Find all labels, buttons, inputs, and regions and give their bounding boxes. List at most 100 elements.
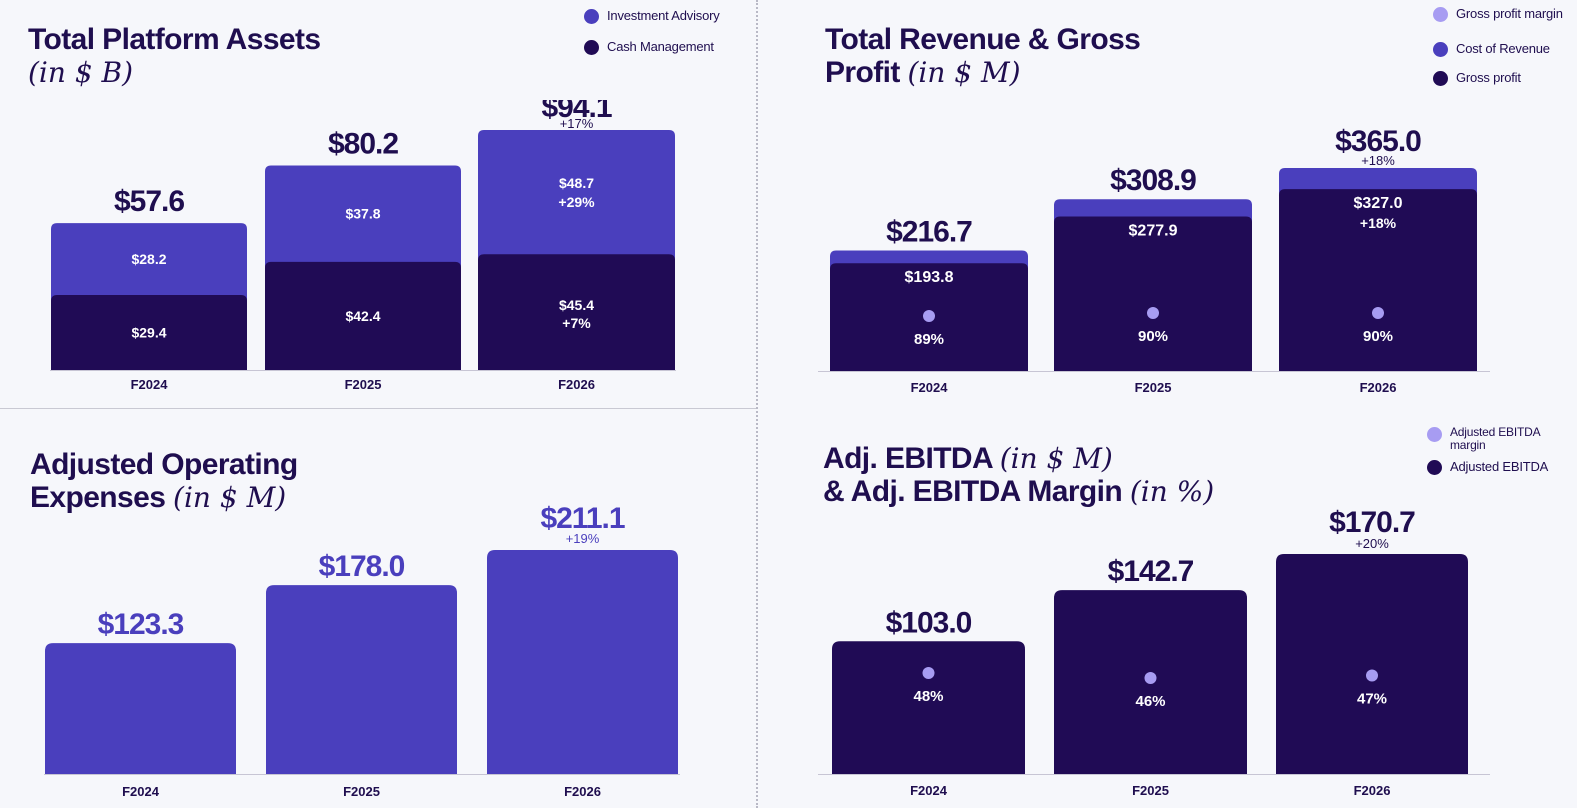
ebitda-title-line2-italic: (in %) bbox=[1129, 475, 1215, 508]
horizontal-divider bbox=[0, 408, 756, 409]
assets-label-cash-management: $45.4 bbox=[559, 297, 594, 313]
legend-swatch-adjusted-ebitda bbox=[1427, 460, 1442, 475]
assets-label-investment-advisory: $48.7 bbox=[559, 175, 594, 191]
legend-label-investment-advisory: Investment Advisory bbox=[607, 8, 720, 23]
assets-title: Total Platform Assets (in $ B) bbox=[28, 23, 321, 89]
ebitda-value-label: $170.7 bbox=[1329, 506, 1415, 539]
opex-chart: F2024 F2025 F2026 $123.3 $178.0 $211.1+19% bbox=[44, 502, 680, 799]
assets-total-label: $57.6 bbox=[114, 185, 184, 218]
legend-label-gross-profit-margin: Gross profit margin bbox=[1456, 6, 1563, 21]
legend-item-cash-management: Cash Management bbox=[584, 40, 720, 55]
revenue-bar-gross-profit bbox=[1054, 216, 1252, 371]
assets-label-cash-management: $42.4 bbox=[345, 308, 380, 324]
opex-growth-label: +19% bbox=[566, 531, 600, 546]
assets-title-bold: Total Platform Assets bbox=[28, 23, 321, 56]
ebitda-margin-label: 47% bbox=[1357, 691, 1387, 708]
assets-chart: F2024 F2025 F2026 $28.2 $29.4 $57.6 $37.8 $42.4… bbox=[50, 100, 676, 392]
assets-label-investment-advisory: $37.8 bbox=[345, 206, 380, 222]
revenue-legend: Gross profit margin Cost of Revenue Gros… bbox=[1433, 7, 1563, 86]
revenue-label-gross-profit: $277.9 bbox=[1129, 222, 1178, 239]
revenue-tick-label: F2026 bbox=[1360, 380, 1397, 395]
opex-bar bbox=[45, 643, 236, 774]
assets-label-cash-management: $29.4 bbox=[131, 325, 166, 341]
assets-bar-cash-management bbox=[51, 295, 247, 370]
ebitda-legend: Adjusted EBITDA margin Adjusted EBITDA bbox=[1427, 426, 1550, 475]
ebitda-chart: F2024 F2025 F2026 48% $103.0 46% $142.7 47% $170… bbox=[818, 506, 1490, 798]
revenue-total-growth: +18% bbox=[1361, 153, 1395, 168]
legend-label-cost-of-revenue: Cost of Revenue bbox=[1456, 41, 1550, 56]
assets-growth-investment-advisory: +29% bbox=[558, 194, 595, 210]
revenue-margin-label: 90% bbox=[1363, 328, 1393, 345]
legend-label-gross-profit: Gross profit bbox=[1456, 70, 1521, 85]
opex-value-label: $123.3 bbox=[98, 608, 184, 641]
revenue-bar-gross-profit bbox=[1279, 189, 1477, 371]
revenue-chart: F2024 F2025 F2026 $193.8 89% $216.7 $277.9 90% $… bbox=[818, 125, 1490, 395]
revenue-total-label: $216.7 bbox=[886, 215, 972, 248]
ebitda-margin-point bbox=[922, 667, 935, 679]
revenue-label-gross-profit: $193.8 bbox=[905, 269, 954, 286]
legend-swatch-adjusted-ebitda-margin bbox=[1427, 427, 1442, 442]
assets-total-label: $94.1 bbox=[541, 100, 611, 124]
assets-total-growth: +17% bbox=[560, 116, 594, 131]
revenue-margin-point bbox=[1147, 307, 1159, 319]
opex-tick-label: F2025 bbox=[343, 784, 380, 799]
revenue-margin-point bbox=[923, 310, 935, 322]
assets-tick-label: F2026 bbox=[558, 377, 595, 392]
ebitda-margin-label: 48% bbox=[913, 688, 943, 705]
opex-value-label: $211.1 bbox=[540, 502, 624, 535]
ebitda-title-line1-italic: (in $ M) bbox=[999, 442, 1113, 475]
assets-total-label: $80.2 bbox=[328, 127, 398, 160]
ebitda-margin-label: 46% bbox=[1135, 693, 1165, 710]
revenue-tick-label: F2025 bbox=[1135, 380, 1172, 395]
opex-title-line1: Adjusted Operating bbox=[30, 448, 298, 481]
revenue-total-label: $308.9 bbox=[1110, 164, 1196, 197]
revenue-margin-label: 90% bbox=[1138, 328, 1168, 345]
legend-item-gross-profit: Gross profit bbox=[1433, 71, 1563, 86]
revenue-label-gross-profit: $327.0 bbox=[1354, 195, 1403, 212]
ebitda-tick-label: F2026 bbox=[1354, 783, 1391, 798]
revenue-total-label: $365.0 bbox=[1335, 125, 1421, 158]
opex-title-line2: Expenses bbox=[30, 481, 166, 514]
opex-bar bbox=[266, 585, 457, 774]
assets-tick-label: F2025 bbox=[345, 377, 382, 392]
revenue-title-line2: Profit bbox=[825, 56, 900, 89]
assets-title-italic: (in $ B) bbox=[28, 56, 134, 89]
vertical-divider bbox=[756, 0, 758, 808]
legend-item-gross-profit-margin: Gross profit margin bbox=[1433, 7, 1563, 22]
legend-label-cash-management: Cash Management bbox=[607, 39, 714, 54]
revenue-margin-label: 89% bbox=[914, 331, 944, 348]
legend-item-adjusted-ebitda-margin: Adjusted EBITDA margin bbox=[1427, 426, 1550, 452]
legend-swatch-cost-of-revenue bbox=[1433, 42, 1448, 57]
ebitda-bar bbox=[1276, 554, 1468, 774]
assets-growth-cash-management: +7% bbox=[562, 315, 591, 331]
assets-tick-label: F2024 bbox=[131, 377, 169, 392]
ebitda-value-label: $103.0 bbox=[886, 606, 972, 639]
legend-swatch-gross-profit bbox=[1433, 71, 1448, 86]
legend-label-adjusted-ebitda-margin: Adjusted EBITDA margin bbox=[1450, 425, 1540, 452]
revenue-title: Total Revenue & Gross Profit (in $ M) bbox=[825, 23, 1141, 89]
assets-bar-cash-management bbox=[478, 254, 675, 370]
ebitda-title-line2: & Adj. EBITDA Margin bbox=[823, 475, 1123, 508]
legend-label-adjusted-ebitda: Adjusted EBITDA bbox=[1450, 459, 1549, 474]
opex-title-italic: (in $ M) bbox=[173, 481, 287, 514]
ebitda-title-line1: Adj. EBITDA bbox=[823, 442, 993, 475]
legend-swatch-cash-management bbox=[584, 40, 599, 55]
legend-item-investment-advisory: Investment Advisory bbox=[584, 9, 720, 24]
revenue-margin-point bbox=[1372, 307, 1384, 319]
legend-swatch-investment-advisory bbox=[584, 9, 599, 24]
assets-bar-cash-management bbox=[265, 261, 461, 370]
revenue-title-line1: Total Revenue & Gross bbox=[825, 23, 1141, 56]
ebitda-value-label: $142.7 bbox=[1108, 555, 1194, 588]
ebitda-tick-label: F2024 bbox=[910, 783, 948, 798]
ebitda-growth-label: +20% bbox=[1355, 536, 1389, 551]
opex-value-label: $178.0 bbox=[319, 550, 405, 583]
legend-item-cost-of-revenue: Cost of Revenue bbox=[1433, 42, 1563, 57]
legend-swatch-gross-profit-margin bbox=[1433, 7, 1448, 22]
ebitda-margin-point bbox=[1366, 669, 1378, 682]
revenue-tick-label: F2024 bbox=[911, 380, 949, 395]
opex-tick-label: F2024 bbox=[122, 784, 160, 799]
ebitda-bar bbox=[832, 641, 1025, 774]
opex-title: Adjusted Operating Expenses (in $ M) bbox=[30, 448, 298, 514]
revenue-growth-gross-profit: +18% bbox=[1360, 215, 1397, 231]
ebitda-title: Adj. EBITDA (in $ M) & Adj. EBITDA Margi… bbox=[823, 442, 1214, 508]
